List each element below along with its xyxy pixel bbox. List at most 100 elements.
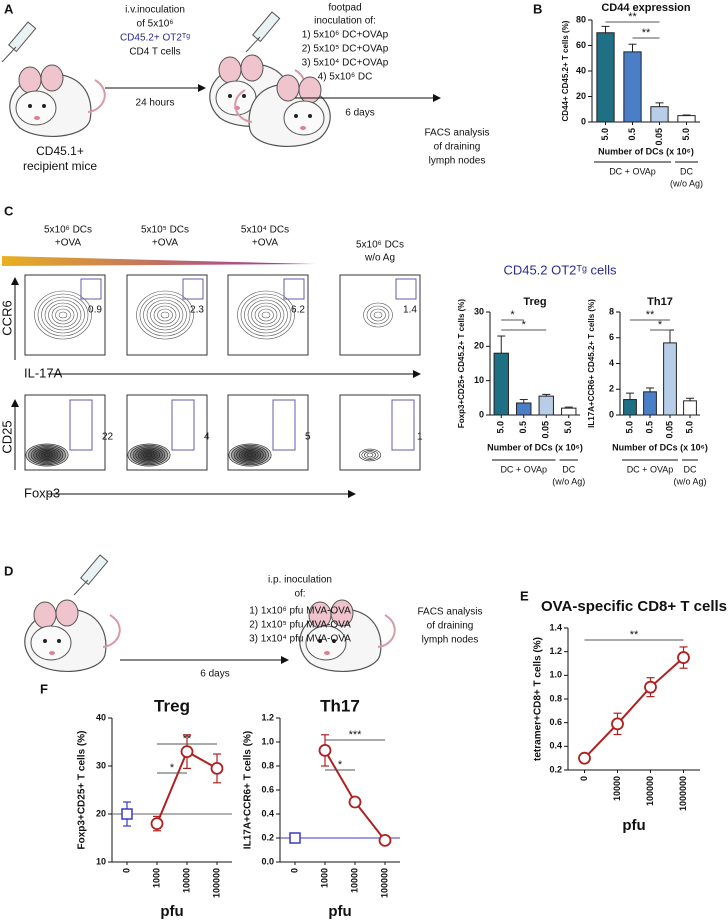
readout: FACS analysis — [424, 128, 489, 139]
y-tick-label: 1.0 — [549, 670, 562, 680]
contour — [143, 451, 155, 459]
step-text: i.v.inoculation — [125, 5, 185, 16]
y-axis-label: tetramer+CD8+ T cells (%) — [533, 637, 544, 761]
syringe-icon — [1, 21, 37, 63]
readout: of draining — [427, 621, 474, 632]
step-text: i.p. inoculation — [268, 575, 332, 586]
condition-label: +OVA — [252, 238, 279, 249]
contour — [366, 452, 374, 458]
significance-label: ** — [183, 733, 192, 745]
x-tick-label: 0.05 — [541, 421, 551, 439]
step-text: of 5x10⁶ — [137, 19, 174, 30]
y-tick-label: 6 — [609, 332, 614, 342]
chart-title: Th17 — [320, 696, 360, 715]
y-tick-label: 2 — [609, 384, 614, 394]
x-axis-label: Number of DCs (x 10⁶) — [487, 442, 583, 452]
contour — [364, 451, 376, 459]
contour — [231, 444, 269, 466]
x-axis-label: pfu — [328, 903, 351, 920]
mouse-label: CD45.1+ — [36, 144, 84, 158]
y-tick-label: 0.2 — [549, 764, 562, 774]
x-tick-label: 100000 — [645, 776, 655, 806]
contour — [236, 447, 264, 463]
gate — [272, 399, 296, 451]
contour — [135, 447, 163, 463]
contour — [35, 448, 59, 462]
x-axis-label: Number of DCs (x 10⁶) — [598, 146, 694, 156]
y-tick-label: 1.2 — [261, 712, 274, 722]
x-tick-label: 0.5 — [518, 421, 528, 434]
contour — [251, 302, 281, 328]
contour — [237, 290, 295, 340]
gate — [69, 399, 93, 451]
y-tick-label: 10 — [474, 375, 484, 385]
x-tick-label: 10000 — [349, 868, 359, 893]
interval: 6 days — [345, 108, 374, 119]
contour — [150, 302, 180, 328]
marker — [644, 680, 657, 694]
gate-value: 6.2 — [291, 305, 305, 316]
contour — [258, 308, 274, 322]
contour — [51, 305, 75, 325]
bar — [663, 342, 677, 416]
x-tick-label: 5.0 — [681, 128, 691, 141]
contour — [43, 452, 51, 458]
contour — [373, 311, 383, 319]
gate-value: 4 — [204, 432, 210, 443]
contour — [240, 293, 292, 337]
step-text: 1) 5x10⁶ DC+OVAp — [302, 30, 389, 41]
contour — [246, 452, 254, 458]
contour — [132, 446, 166, 464]
x-tick-label: 0 — [121, 868, 131, 873]
contour — [261, 311, 271, 319]
y-tick-label: 20 — [96, 808, 106, 818]
flow-plot — [339, 274, 421, 356]
significance-label: ** — [646, 309, 655, 321]
significance-label: ** — [628, 11, 637, 23]
bar — [493, 352, 509, 416]
step-text: 2) 5x10⁵ DC+OVAp — [302, 44, 389, 55]
x-tick-label: 5.0 — [624, 421, 634, 434]
contour — [25, 443, 69, 467]
gate-value: 1 — [417, 432, 423, 443]
bar — [650, 106, 669, 123]
contour — [145, 452, 153, 458]
marker — [578, 751, 591, 765]
significance-label: ** — [630, 629, 639, 641]
contour — [160, 311, 170, 319]
condition-label: +OVA — [55, 238, 82, 249]
readout: FACS analysis — [417, 607, 482, 618]
step-text: inoculation of: — [314, 16, 376, 27]
readout: of draining — [434, 142, 481, 153]
panel-label: C — [4, 203, 14, 218]
contour — [146, 299, 184, 331]
chart-title: Treg — [154, 696, 190, 715]
panel-label: B — [533, 1, 542, 16]
x-tick-label: 0.5 — [644, 421, 654, 434]
marker — [611, 717, 624, 731]
contour — [30, 446, 64, 464]
x-tick-label: 5.0 — [496, 421, 506, 434]
panel-label: A — [4, 1, 14, 16]
series-line — [583, 656, 685, 759]
contour — [44, 299, 82, 331]
y-tick-label: 8 — [609, 306, 614, 316]
gate-value: 22 — [102, 432, 114, 443]
y-axis-label: Foxp3+CD25+ T cells (%) — [77, 731, 88, 850]
group-label: (w/o Ag) — [673, 476, 706, 486]
y-tick-label: 40 — [96, 712, 106, 722]
y-tick-label: 60 — [576, 40, 586, 50]
y-tick-label: 4 — [609, 358, 614, 368]
x-tick-label: 0 — [579, 776, 589, 781]
y-tick-label: 0.6 — [549, 717, 562, 727]
axis-label: CCR6 — [0, 300, 14, 335]
contour — [247, 299, 285, 331]
y-axis-label: Foxp3+CD25+ CD45.2+ T cells (%) — [457, 299, 466, 429]
marker — [180, 745, 194, 758]
x-tick-label: 100000 — [211, 868, 221, 898]
gate-value: 5 — [305, 432, 311, 443]
contour — [127, 443, 171, 467]
condition-label: 5x10⁶ DCs — [44, 225, 92, 236]
marker — [210, 762, 224, 775]
